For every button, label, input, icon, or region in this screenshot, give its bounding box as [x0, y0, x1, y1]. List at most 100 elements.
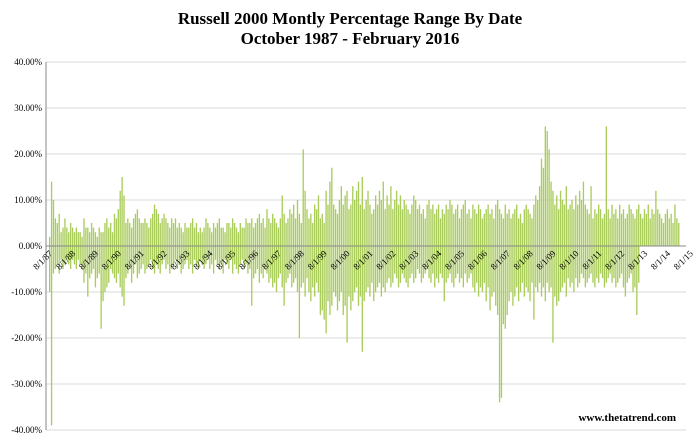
bar-low: [399, 246, 402, 283]
bar-high: [481, 218, 484, 246]
bar-low: [434, 246, 436, 288]
bar-high: [83, 218, 85, 246]
bar-high: [222, 227, 224, 246]
bar-high: [552, 190, 554, 246]
bar-low: [289, 246, 291, 274]
bar-low: [359, 246, 362, 297]
bar-high: [331, 167, 333, 246]
bar-low: [275, 246, 278, 292]
bar-high: [428, 200, 430, 246]
bar-low: [291, 246, 293, 288]
bar-high: [79, 232, 81, 246]
bar-low: [130, 246, 133, 283]
bar-high: [516, 204, 518, 246]
bar-high: [212, 223, 215, 246]
bar-low: [363, 246, 365, 302]
bar-high: [100, 232, 102, 246]
bar-low: [279, 246, 282, 274]
bar-high: [447, 209, 449, 246]
bar-low: [184, 246, 186, 265]
bar-low: [584, 246, 587, 288]
bar-low: [266, 246, 268, 274]
bar-low: [211, 246, 213, 265]
bar-low: [571, 246, 573, 283]
bar-low: [392, 246, 394, 283]
bar-low: [468, 246, 470, 279]
bar-low: [496, 246, 499, 315]
bar-high: [495, 204, 497, 246]
bar-high: [325, 190, 327, 246]
bar-high: [203, 227, 205, 246]
bar-high: [191, 218, 194, 246]
bar-low: [237, 246, 240, 274]
y-tick-label: -30.00%: [11, 379, 42, 389]
bar-high: [268, 218, 270, 246]
bar-low: [357, 246, 360, 306]
bar-high: [233, 223, 236, 246]
bar-low: [313, 246, 316, 297]
bar-high: [232, 218, 234, 246]
bar-low: [144, 246, 146, 274]
bar-high: [537, 200, 539, 246]
bar-high: [77, 232, 79, 246]
bar-high: [519, 213, 522, 246]
bar-low: [394, 246, 396, 274]
bar-high: [664, 213, 667, 246]
bar-low: [79, 246, 81, 265]
bar-low: [498, 246, 501, 403]
bar-low: [58, 246, 60, 274]
bar-high: [146, 223, 148, 246]
bar-high: [498, 209, 501, 246]
bar-low: [214, 246, 217, 260]
bar-low: [140, 246, 142, 269]
bar-high: [561, 200, 564, 246]
bar-low: [50, 246, 53, 426]
bar-high: [489, 213, 491, 246]
bar-high: [214, 227, 217, 246]
bar-high: [567, 209, 569, 246]
bar-low: [123, 246, 125, 306]
bar-high: [401, 209, 404, 246]
bar-high: [167, 223, 169, 246]
bar-high: [456, 204, 459, 246]
bar-low: [426, 246, 428, 269]
bar-high: [672, 223, 674, 246]
bar-high: [660, 218, 663, 246]
bar-low: [453, 246, 455, 288]
bar-high: [403, 200, 405, 246]
bar-low: [590, 246, 592, 274]
bar-low: [233, 246, 236, 265]
bar-high: [504, 204, 506, 246]
bar-low: [508, 246, 510, 302]
bar-low: [159, 246, 161, 274]
bar-high: [632, 213, 634, 246]
bar-low: [439, 246, 442, 274]
bar-high: [119, 190, 121, 246]
bar-high: [195, 223, 198, 246]
bar-low: [407, 246, 409, 288]
bar-high: [169, 227, 171, 246]
bar-high: [466, 213, 468, 246]
bar-high: [563, 204, 566, 246]
bar-low: [260, 246, 262, 274]
bar-low: [605, 246, 607, 283]
bar-high: [211, 232, 213, 246]
bar-high: [559, 190, 562, 246]
bar-low: [354, 246, 356, 292]
bar-high: [392, 209, 394, 246]
bar-low: [315, 246, 318, 283]
bar-low: [365, 246, 367, 292]
bar-high: [298, 213, 301, 246]
bar-high: [470, 218, 472, 246]
bar-high: [411, 204, 413, 246]
bar-low: [87, 246, 89, 297]
bar-low: [108, 246, 110, 283]
bar-high: [291, 213, 293, 246]
bar-high: [172, 223, 175, 246]
bar-low: [136, 246, 139, 279]
bar-low: [146, 246, 148, 269]
bar-high: [527, 209, 529, 246]
bar-high: [130, 227, 133, 246]
bar-high: [279, 218, 282, 246]
y-tick-label: -10.00%: [11, 287, 42, 297]
